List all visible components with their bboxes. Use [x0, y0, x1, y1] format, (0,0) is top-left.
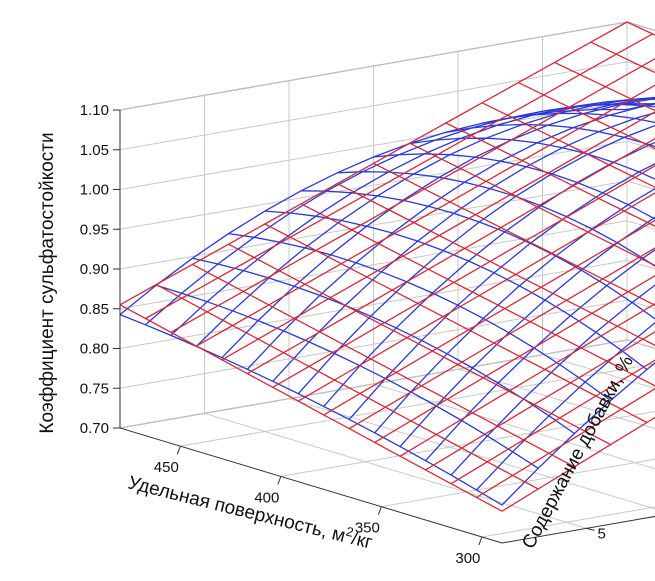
x-tick-label: 350 [355, 520, 380, 537]
z-tick-label: 0.95 [80, 221, 109, 238]
mesh-line-y [373, 162, 655, 307]
y-tick-label: 5 [598, 525, 606, 542]
floor-y-gridline [457, 368, 655, 430]
axes-box-back [119, 21, 655, 429]
floor-y-gridline [373, 383, 655, 470]
mesh-line-y [264, 223, 648, 424]
mesh-line-y [192, 263, 575, 468]
mesh-line-y [518, 82, 655, 150]
mesh-line-y [554, 97, 655, 113]
mesh-line-x [501, 362, 655, 506]
y-tick-mark [586, 527, 595, 531]
mesh-line-y [481, 112, 655, 124]
x-tick-mark [377, 506, 382, 515]
mesh-line-y [228, 243, 611, 446]
mesh-line-y [119, 304, 503, 512]
x-axis-title-unit: /кг [349, 528, 374, 553]
z-axis-title: Коэффициент сульфатостойкости [37, 132, 58, 433]
mesh-line-y [300, 203, 655, 387]
z-tick-label: 0.80 [80, 341, 109, 358]
mesh-line-x [476, 321, 655, 491]
x-tick-label: 300 [455, 550, 480, 567]
z-tick-label: 1.00 [80, 182, 109, 199]
mesh-line-y [337, 183, 655, 347]
back-wall-z-gridline [626, 140, 655, 151]
mesh-line-x [501, 416, 655, 512]
red-surface [119, 21, 655, 512]
x-axis-title-sup: 2 [345, 524, 356, 540]
tick-labels: 0.70 0.75 0.80 0.85 0.90 0.95 1.00 1.05 1.10 300 3… [80, 102, 606, 567]
mesh-line-x [246, 103, 655, 370]
x-tick-mark [176, 445, 181, 455]
mesh-line-x [476, 388, 655, 498]
surfaces [119, 21, 655, 512]
blue-surface [119, 96, 655, 506]
x-tick-label: 400 [254, 489, 279, 506]
z-tick-label: 1.10 [80, 102, 109, 119]
mesh-line-y [481, 102, 655, 188]
mesh-line-y [156, 284, 539, 469]
x-axis-title-main: Удельная поверхность, м [126, 472, 348, 546]
mesh-line-y [554, 61, 655, 112]
floor-y-gridline [288, 398, 655, 510]
mesh-line-x [450, 359, 655, 485]
z-tick-label: 0.90 [80, 261, 109, 278]
mesh-line-y [445, 122, 655, 227]
mesh-line-y [119, 313, 503, 506]
floor-y-gridline [542, 354, 655, 390]
mesh-line-y [590, 97, 655, 111]
z-tick-label: 1.05 [80, 142, 109, 159]
x-tick-mark [277, 476, 282, 485]
mesh-line-y [228, 232, 611, 402]
x-tick-label: 450 [154, 459, 179, 476]
x-axis-title: Удельная поверхность, м2/кг [126, 470, 375, 554]
mesh-line-y [590, 41, 655, 74]
mesh-line-y [301, 190, 655, 320]
box-edge-front [119, 427, 503, 544]
mesh-line-y [155, 284, 539, 490]
x-tick-mark [478, 536, 483, 546]
mesh-line-x [425, 331, 655, 471]
mesh-line-x [450, 284, 655, 476]
mesh-line-y [337, 171, 655, 267]
mesh-line-y [445, 123, 655, 148]
mesh-line-y [409, 137, 655, 180]
mesh-line-y [192, 257, 575, 435]
mesh-line-x [425, 249, 655, 462]
z-tick-label: 0.75 [80, 380, 109, 397]
floor-x-gridline [381, 458, 655, 508]
z-tick-label: 0.85 [80, 301, 109, 318]
z-tick-label: 0.70 [80, 420, 109, 437]
floor-y-gridline [204, 412, 587, 529]
back-wall-z-gridline [626, 101, 655, 111]
mesh-line-y [409, 142, 655, 267]
